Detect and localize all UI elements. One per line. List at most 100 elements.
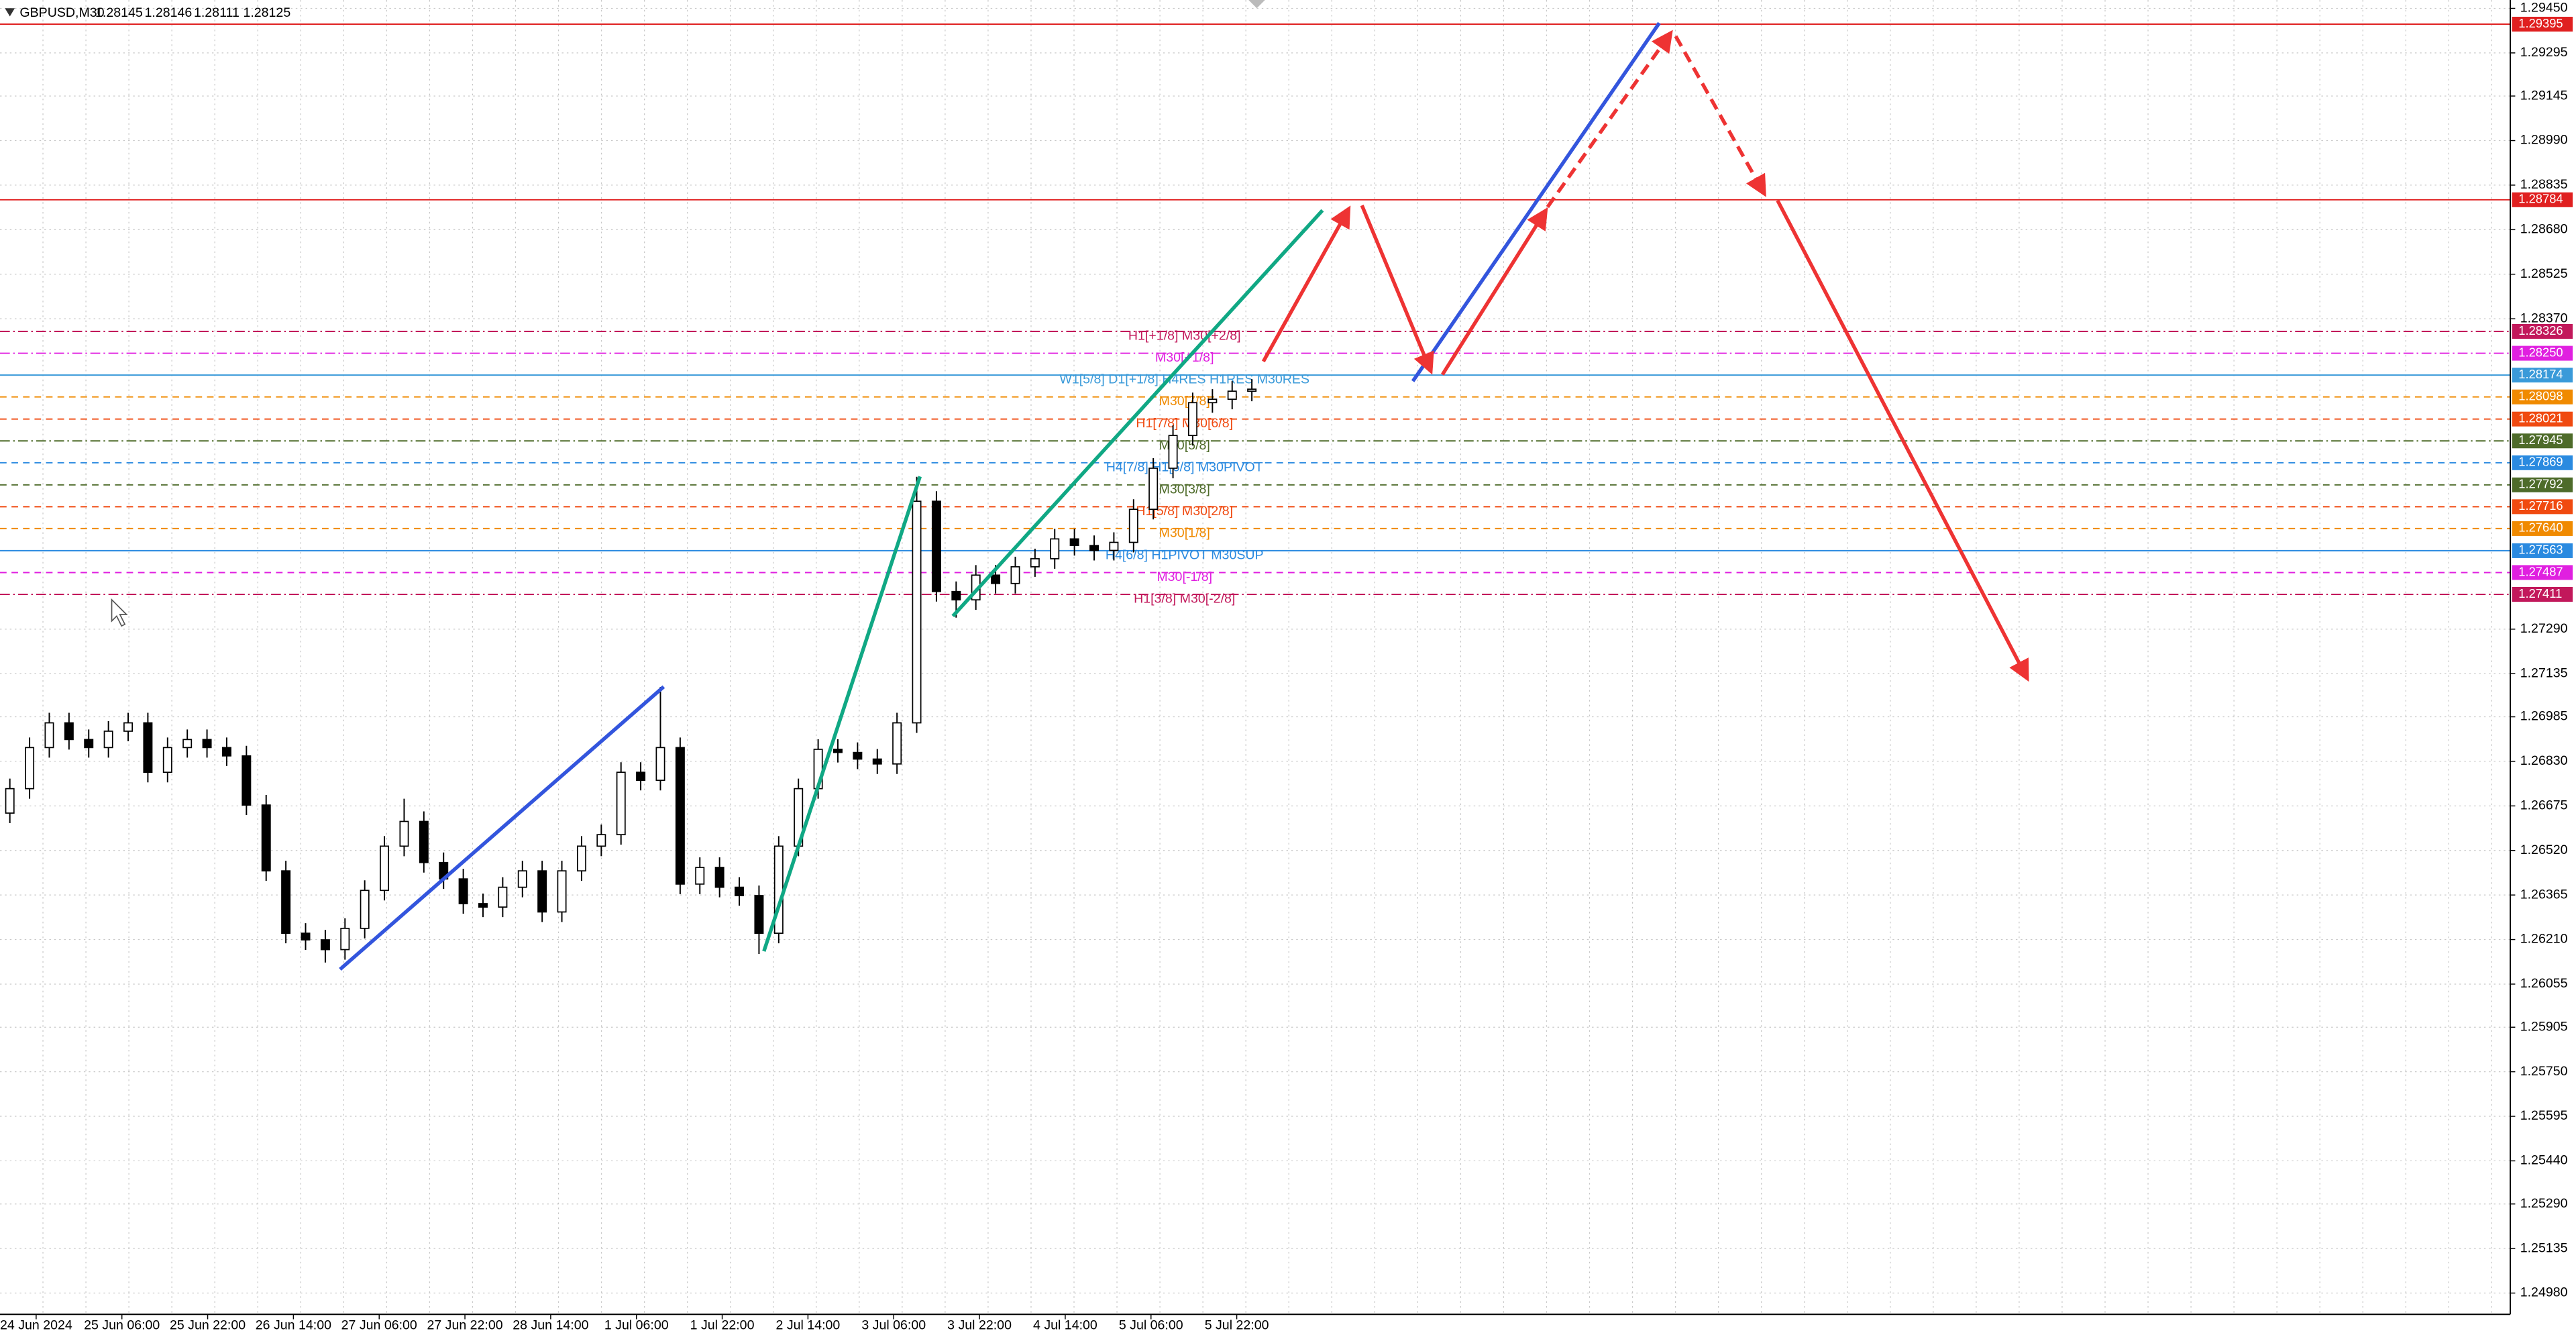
candle-body [143, 722, 153, 773]
level-text: H1[5/8] M30[2/8] [1136, 504, 1233, 519]
level-price-label: 1.28098 [2518, 389, 2563, 403]
candle-body [241, 755, 252, 806]
y-tick-label: 1.26210 [2520, 932, 2568, 947]
level-price-box [2512, 411, 2573, 427]
level-price-label: 1.29395 [2518, 16, 2563, 30]
y-tick-label: 1.28370 [2520, 311, 2568, 325]
x-tick-label: 27 Jun 06:00 [341, 1318, 417, 1333]
candle-body [951, 590, 961, 601]
header-icon [5, 8, 15, 17]
candle-body [537, 870, 547, 913]
x-tick-label: 27 Jun 22:00 [427, 1318, 502, 1333]
candle-body [202, 739, 212, 749]
candle-body [380, 845, 390, 892]
candle-body [931, 500, 941, 592]
x-tick-label: 25 Jun 06:00 [84, 1318, 160, 1333]
y-tick-label: 1.26830 [2520, 753, 2568, 768]
x-tick-label: 1 Jul 22:00 [690, 1318, 755, 1333]
x-tick-label: 24 Jun 2024 [0, 1318, 72, 1333]
level-price-box [2512, 368, 2573, 383]
level-price-box [2512, 521, 2573, 536]
y-tick-label: 1.28680 [2520, 222, 2568, 237]
candle-body [695, 867, 705, 885]
candle-body [103, 731, 113, 749]
level-price-box [2512, 345, 2573, 361]
level-price-label: 1.28174 [2518, 367, 2563, 381]
candle-body [458, 878, 468, 904]
forecast-arrow [1261, 205, 1351, 363]
y-tick-label: 1.24980 [2520, 1285, 2568, 1300]
candle-body [872, 758, 882, 765]
level-price-box [2512, 477, 2573, 492]
x-tick-label: 4 Jul 14:00 [1033, 1318, 1097, 1333]
y-tick-label: 1.28835 [2520, 177, 2568, 192]
x-tick-label: 3 Jul 06:00 [861, 1318, 926, 1333]
candle-body [735, 886, 745, 896]
candle-body [1109, 541, 1119, 551]
candle-body [1247, 388, 1257, 392]
x-tick-label: 28 Jun 14:00 [513, 1318, 588, 1333]
y-tick-label: 1.25595 [2520, 1108, 2568, 1123]
candle-body [64, 722, 74, 741]
x-tick-label: 26 Jun 14:00 [256, 1318, 331, 1333]
y-tick-label: 1.25905 [2520, 1019, 2568, 1034]
level-text: W1[5/8] D1[+1/8] H4RES H1RES M30RES [1059, 372, 1309, 387]
x-tick-label: 2 Jul 14:00 [776, 1318, 841, 1333]
candle-body [221, 747, 231, 757]
candle-body [498, 886, 508, 908]
candle-body [517, 870, 527, 888]
level-price-box [2512, 543, 2573, 558]
candle-body [991, 574, 1001, 584]
y-tick-label: 1.25750 [2520, 1064, 2568, 1079]
level-text: H4[6/8] H1PIVOT M30SUP [1106, 547, 1264, 562]
level-price-box [2512, 565, 2573, 580]
header: GBPUSD,M30 1.28145 1.28146 1.28111 1.28125 [5, 5, 290, 20]
forecast-arrow [1440, 207, 1548, 376]
y-tick-label: 1.28990 [2520, 133, 2568, 148]
level-price-label: 1.27411 [2518, 586, 2562, 600]
candle-body [419, 820, 429, 863]
y-tick-label: 1.27290 [2520, 621, 2568, 636]
y-tick-label: 1.26055 [2520, 976, 2568, 991]
level-price-box [2512, 499, 2573, 515]
y-tick-label: 1.26365 [2520, 887, 2568, 902]
level-price-box [2512, 587, 2573, 602]
forecast-arrow [1776, 199, 2029, 682]
level-price-box [2512, 389, 2573, 405]
trend-line [339, 685, 665, 971]
x-tick-label: 25 Jun 22:00 [170, 1318, 246, 1333]
candle-body [557, 870, 567, 913]
symbol-title: GBPUSD,M30 [19, 5, 104, 20]
candle-body [1010, 566, 1020, 584]
y-tick-label: 1.26985 [2520, 709, 2568, 724]
candle-body [399, 820, 409, 847]
y-tick-label: 1.29295 [2520, 45, 2568, 60]
candle-body [1148, 468, 1159, 511]
candle-body [478, 903, 488, 908]
x-tick-label: 5 Jul 22:00 [1205, 1318, 1269, 1333]
candle-body [1050, 538, 1060, 559]
level-text: M30[1/8] [1159, 525, 1210, 540]
level-text: M30[-1/8] [1157, 570, 1212, 584]
candle-body [616, 771, 626, 836]
candle-body [182, 739, 193, 749]
trend-line [762, 476, 922, 952]
candle-body [912, 500, 922, 724]
quote-value: 1.28111 [194, 5, 239, 20]
quote-value: 1.28125 [243, 5, 290, 20]
candle-body [162, 747, 172, 773]
level-price-label: 1.28250 [2518, 345, 2563, 359]
candle-body [1208, 398, 1218, 404]
level-text: H1[3/8] M30[-2/8] [1134, 592, 1235, 606]
level-price-label: 1.27716 [2518, 498, 2563, 513]
level-price-label: 1.28326 [2518, 323, 2563, 337]
level-price-box [2512, 323, 2573, 339]
level-price-label: 1.27487 [2518, 564, 2563, 578]
level-price-label: 1.27869 [2518, 455, 2563, 469]
level-price-label: 1.28021 [2518, 411, 2563, 425]
candle-body [1069, 538, 1079, 547]
level-price-label: 1.27563 [2518, 543, 2563, 557]
